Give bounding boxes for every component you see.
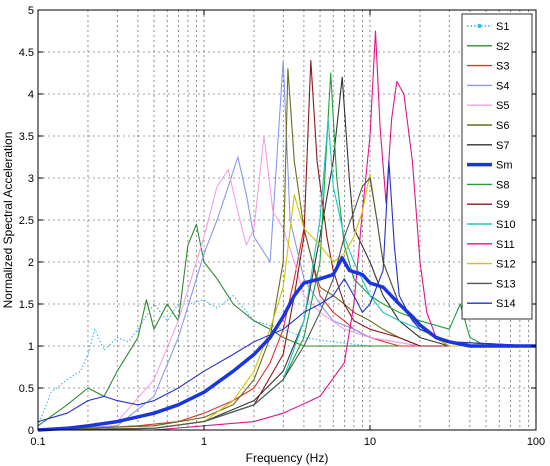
series-line-s5 [37,135,536,431]
series-line-s12 [37,173,536,431]
y-tick-label: 1 [28,341,34,353]
series-line-s6 [37,68,536,431]
legend-label-s10: S10 [496,219,516,231]
y-tick-label: 2 [28,257,34,269]
tick-labels: 0.1 1 10 100 0 0.5 1 1.5 2 2.5 3 3.5 4 4.5 5 [19,5,545,448]
legend-label-s8: S8 [496,179,509,191]
y-tick-label: 5 [28,5,34,17]
y-tick-label: 4 [28,89,34,101]
legend-label-s13: S13 [496,278,516,290]
legend-label-s4: S4 [496,80,509,92]
y-tick-label: 2.5 [19,215,34,227]
legend-marker-s1 [477,24,482,28]
x-tick-label: 10 [364,436,376,448]
y-axis-label: Normalized Spectral Acceleration [1,132,15,309]
y-tick-label: 4.5 [19,47,34,59]
series-line-s1 [37,295,536,426]
series-line-s14 [37,160,537,423]
series-line-s13 [37,177,537,431]
plot-frame [37,9,537,431]
series-lines [37,30,537,432]
legend-label-s6: S6 [496,120,509,132]
series-line-s2 [37,223,536,427]
legend-box [461,13,533,320]
legend-label-s2: S2 [496,41,509,53]
legend-label-s9: S9 [496,199,509,211]
legend-label-sm: Sm [496,160,513,172]
series-line-s11 [38,30,536,431]
legend-label-s7: S7 [496,140,509,152]
x-tick-label: 100 [527,436,545,448]
y-tick-label: 0.5 [19,383,34,395]
y-tick-label: 3 [28,173,34,185]
series-line-s4 [37,59,536,431]
series-line-s7 [37,76,536,431]
legend: S1 S2 S3 S4 S5 S6 S7 Sm S8 S9 S10 S11 S12 S13 S14 [461,13,533,320]
grid [37,9,536,431]
legend-label-s14: S14 [496,298,516,310]
x-tick-label: 0.1 [30,436,45,448]
legend-label-s5: S5 [496,100,509,112]
legend-label-s12: S12 [496,259,516,271]
legend-label-s1: S1 [496,21,509,33]
y-tick-label: 1.5 [19,299,34,311]
series-line-s10 [37,118,537,431]
x-tick-label: 1 [201,436,207,448]
legend-label-s11: S11 [496,239,515,251]
y-tick-label: 0 [28,425,34,437]
y-tick-label: 3.5 [19,131,34,143]
x-axis-label: Frequency (Hz) [246,451,329,465]
legend-label-s3: S3 [496,61,509,73]
series-line-sm [37,256,536,432]
